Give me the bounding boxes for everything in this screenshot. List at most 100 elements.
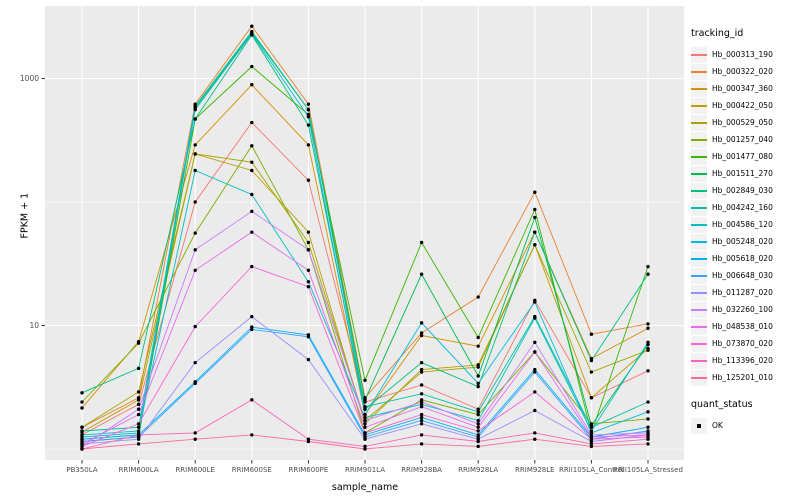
data-point — [80, 429, 84, 433]
legend-key-line-icon — [691, 257, 707, 260]
data-point — [646, 410, 650, 414]
data-point — [193, 324, 197, 329]
legend-entry-Hb_125201_010: Hb_125201_010 — [691, 369, 799, 386]
data-point — [363, 431, 367, 435]
data-point — [193, 431, 197, 435]
x-tick-label: RRIM901LA — [345, 466, 385, 474]
ok-point-icon — [697, 423, 701, 428]
data-point — [80, 425, 84, 429]
legend-key-line-icon — [691, 206, 707, 209]
legend-title-tracking-id: tracking_id — [691, 28, 744, 39]
legend-label: Hb_004586_120 — [712, 220, 773, 229]
legend-label: Hb_002849_030 — [712, 186, 773, 195]
data-point — [476, 384, 480, 389]
data-point — [476, 344, 480, 348]
legend-label-ok: OK — [712, 421, 723, 430]
data-point — [419, 433, 424, 437]
data-point — [250, 83, 254, 87]
x-tick-label: RRIM600PE — [288, 466, 328, 474]
legend-label: Hb_001511_270 — [712, 169, 773, 178]
legend-key-line-icon — [691, 53, 707, 56]
data-point — [419, 321, 424, 325]
data-point — [646, 442, 650, 446]
data-point — [419, 418, 424, 423]
legend-label: Hb_048538_010 — [712, 322, 773, 331]
legend-key-swatch — [691, 148, 707, 165]
data-point — [476, 444, 480, 449]
data-point — [589, 442, 594, 446]
data-point — [419, 367, 424, 372]
data-point — [193, 143, 197, 147]
data-point — [533, 215, 537, 220]
legend-key-swatch — [691, 318, 707, 335]
legend-label: Hb_000322_020 — [712, 67, 773, 76]
data-point — [589, 332, 594, 336]
legend-key-line-icon — [691, 308, 707, 311]
data-point — [419, 272, 424, 276]
data-point — [250, 64, 254, 69]
legend-key-swatch — [691, 97, 707, 114]
legend-entry-Hb_002849_030: Hb_002849_030 — [691, 182, 799, 199]
legend-entry-Hb_113396_020: Hb_113396_020 — [691, 352, 799, 369]
data-point — [533, 340, 537, 345]
legend-key-swatch — [691, 233, 707, 250]
legend-entries-tracking-id: Hb_000313_190 Hb_000322_020 Hb_000347_360 H… — [691, 46, 799, 386]
legend-key-line-icon — [691, 189, 707, 192]
legend-key-swatch — [691, 63, 707, 80]
data-point — [193, 381, 197, 386]
data-point — [363, 398, 367, 402]
data-point — [476, 418, 480, 423]
data-point — [136, 412, 141, 417]
data-point — [250, 168, 254, 173]
data-point — [476, 439, 480, 444]
data-point — [533, 207, 537, 212]
data-point — [476, 295, 480, 299]
legend-key-line-icon — [691, 87, 707, 90]
data-point — [80, 391, 84, 395]
legend-label: Hb_004242_160 — [712, 203, 773, 212]
legend-key-line-icon — [691, 104, 707, 107]
legend-key-swatch — [691, 250, 707, 267]
data-point — [193, 117, 197, 121]
legend-label: Hb_011287_020 — [712, 288, 773, 297]
data-point — [250, 144, 254, 148]
x-tick-label: PB350LA — [66, 466, 97, 474]
data-point — [136, 398, 141, 402]
data-point — [363, 405, 367, 409]
data-point — [363, 378, 367, 382]
legend-label: Hb_000529_050 — [712, 118, 773, 127]
data-point — [533, 350, 537, 354]
data-point — [646, 322, 650, 326]
legend-entry-Hb_000322_020: Hb_000322_020 — [691, 63, 799, 80]
x-tick-label: RRIM600SE — [232, 466, 272, 474]
legend-key-line-icon — [691, 172, 707, 175]
data-point — [306, 285, 311, 289]
data-point — [589, 437, 594, 441]
x-tick-label: RRIM600LE — [175, 466, 215, 474]
data-point — [533, 437, 537, 441]
legend-label: Hb_125201_010 — [712, 373, 773, 382]
data-point — [193, 360, 197, 365]
legend-entry-Hb_000347_360: Hb_000347_360 — [691, 80, 799, 97]
data-point — [419, 412, 424, 417]
data-point — [589, 396, 594, 400]
data-point — [80, 442, 84, 446]
x-tick-label: RRIM928BA — [401, 466, 442, 474]
data-point — [476, 412, 480, 417]
legend-key-line-icon — [691, 274, 707, 277]
legend-key-swatch — [691, 131, 707, 148]
data-point — [136, 422, 141, 426]
data-point — [589, 444, 594, 449]
data-point — [363, 447, 367, 451]
legend-entry-Hb_004586_120: Hb_004586_120 — [691, 216, 799, 233]
legend-key-swatch — [691, 80, 707, 97]
data-point — [533, 431, 537, 435]
data-point — [136, 341, 141, 345]
data-point — [306, 248, 311, 252]
data-point — [476, 425, 480, 429]
data-point — [646, 437, 650, 441]
data-point — [646, 264, 650, 269]
data-point — [136, 442, 141, 446]
legend-key-swatch — [691, 284, 707, 301]
data-point — [363, 425, 367, 429]
